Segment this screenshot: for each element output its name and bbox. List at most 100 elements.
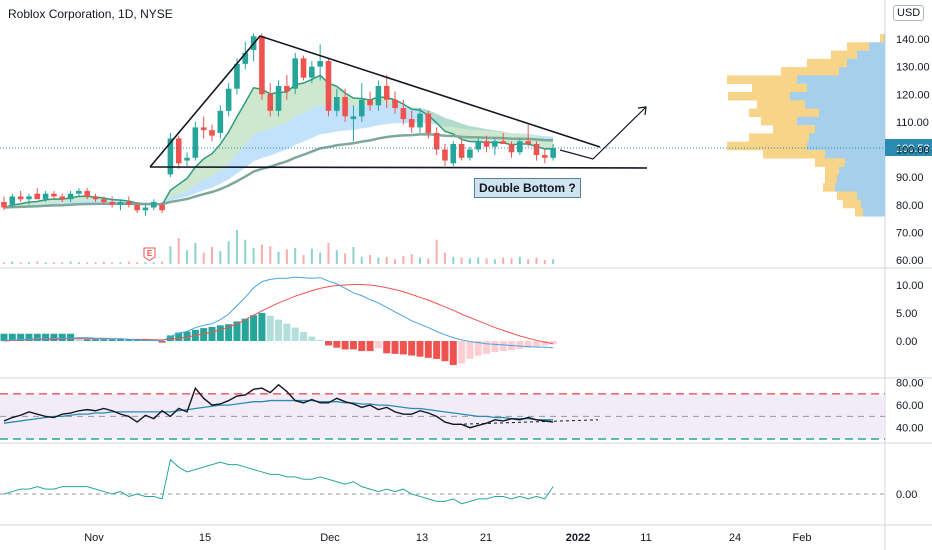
volume-bar xyxy=(319,252,322,264)
chart-title: Roblox Corporation, 1D, NYSE xyxy=(8,7,173,21)
volume-profile-sell-bar xyxy=(837,174,885,184)
volume-bar xyxy=(177,238,180,264)
volume-profile-sell-bar xyxy=(805,100,885,109)
volume-profile-sell-bar xyxy=(845,158,885,167)
price-axis-tick: 120.00 xyxy=(896,89,930,101)
volume-bar xyxy=(460,257,463,264)
currency-selector[interactable]: USD xyxy=(893,5,925,21)
volume-bar xyxy=(335,250,338,264)
volume-bar xyxy=(385,256,388,264)
macd-histogram-bar xyxy=(333,341,341,348)
candle-body xyxy=(508,143,515,153)
macd-histogram-bar xyxy=(474,341,482,356)
macd-histogram-bar xyxy=(308,336,316,341)
candle-body xyxy=(400,108,407,120)
macd-histogram-bar xyxy=(408,341,416,356)
volume-profile-buy-bar xyxy=(781,67,839,76)
volume-bar xyxy=(269,246,272,264)
volume-bar xyxy=(86,262,89,264)
macd-histogram-bar xyxy=(125,339,133,341)
macd-histogram-bar xyxy=(341,341,349,350)
macd-histogram-bar xyxy=(241,318,249,341)
macd-signal-line xyxy=(3,283,554,345)
earnings-marker[interactable]: E xyxy=(143,247,156,261)
candle-body xyxy=(126,201,132,205)
candle-body xyxy=(209,130,215,136)
volume-bar xyxy=(285,249,288,264)
macd-histogram-bar xyxy=(216,325,224,341)
time-axis-tick: 13 xyxy=(416,532,428,544)
volume-profile-sell-bar xyxy=(825,150,885,159)
volume-bar xyxy=(369,255,372,264)
volume-profile-sell-bar xyxy=(839,166,885,176)
volume-bar xyxy=(535,257,538,264)
price-axis-tick: 60.00 xyxy=(896,255,924,267)
macd-histogram-bar xyxy=(275,319,283,341)
volume-bar xyxy=(252,247,255,264)
double-bottom-annotation[interactable]: Double Bottom ? xyxy=(474,178,581,198)
candle-body xyxy=(375,85,382,106)
candle-body xyxy=(92,196,99,200)
macd-histogram-bar xyxy=(291,327,299,341)
macd-axis-tick: 10.00 xyxy=(896,280,924,292)
rsi-line xyxy=(3,383,554,429)
candle-body xyxy=(9,196,16,205)
macd-histogram-bar xyxy=(33,333,41,341)
candle-body xyxy=(517,141,523,153)
rsi-axis-tick: 60.00 xyxy=(896,400,924,412)
last-price-label: 100.53 xyxy=(896,143,930,155)
candle-body xyxy=(284,85,290,92)
volume-profile-sell-bar xyxy=(797,116,885,126)
candle-body xyxy=(408,119,415,128)
candle-body xyxy=(109,201,115,205)
volume-bar xyxy=(152,262,155,264)
candle-body xyxy=(417,113,423,128)
volume-bar xyxy=(44,262,47,264)
volume-profile-sell-bar xyxy=(869,42,885,51)
macd-histogram-bar xyxy=(374,341,382,349)
macd-histogram-bar xyxy=(383,341,391,354)
volume-profile-buy-bar xyxy=(843,199,861,209)
macd-histogram-bar xyxy=(92,339,100,341)
volume-bar xyxy=(527,259,530,264)
volume-profile-buy-bar xyxy=(752,83,807,93)
macd-histogram-bar xyxy=(458,341,466,364)
macd-histogram-bar xyxy=(532,341,540,347)
volume-profile-sell-bar xyxy=(839,67,885,76)
volume-profile-buy-bar xyxy=(728,92,790,101)
macd-histogram-bar xyxy=(391,341,399,354)
macd-histogram-bar xyxy=(491,341,499,353)
volume-profile-buy-bar xyxy=(773,125,815,134)
rsi-axis-tick: 40.00 xyxy=(896,423,924,435)
volume-bar xyxy=(69,261,72,264)
price-axis-tick: 140.00 xyxy=(896,34,930,46)
candle-body xyxy=(184,157,190,161)
candle-body xyxy=(117,201,124,205)
candle-body xyxy=(425,113,432,133)
macd-histogram-bar xyxy=(158,341,166,343)
volume-bar xyxy=(77,262,80,264)
volume-bar xyxy=(518,256,521,264)
volume-bar xyxy=(352,247,355,264)
volume-bar xyxy=(327,242,330,264)
macd-histogram-bar xyxy=(424,341,432,358)
volume-bar xyxy=(485,258,488,264)
volume-profile-buy-bar xyxy=(749,133,809,142)
macd-histogram-bar xyxy=(183,331,191,341)
volume-bar xyxy=(502,257,505,264)
macd-histogram-bar xyxy=(75,339,83,341)
time-axis-tick: 2022 xyxy=(566,532,590,544)
candle-body xyxy=(350,116,357,120)
macd-histogram-bar xyxy=(175,332,183,341)
candle-body xyxy=(467,149,473,158)
macd-histogram-bar xyxy=(200,328,208,341)
macd-histogram-bar xyxy=(366,341,374,352)
volume-bar xyxy=(260,244,263,264)
triangle-lower xyxy=(149,166,648,169)
price-axis-tick: 100.00 xyxy=(896,145,930,157)
volume-bar xyxy=(52,262,55,264)
oscillator-line xyxy=(3,458,554,505)
macd-histogram-bar xyxy=(17,333,25,341)
candle-body xyxy=(67,193,74,200)
